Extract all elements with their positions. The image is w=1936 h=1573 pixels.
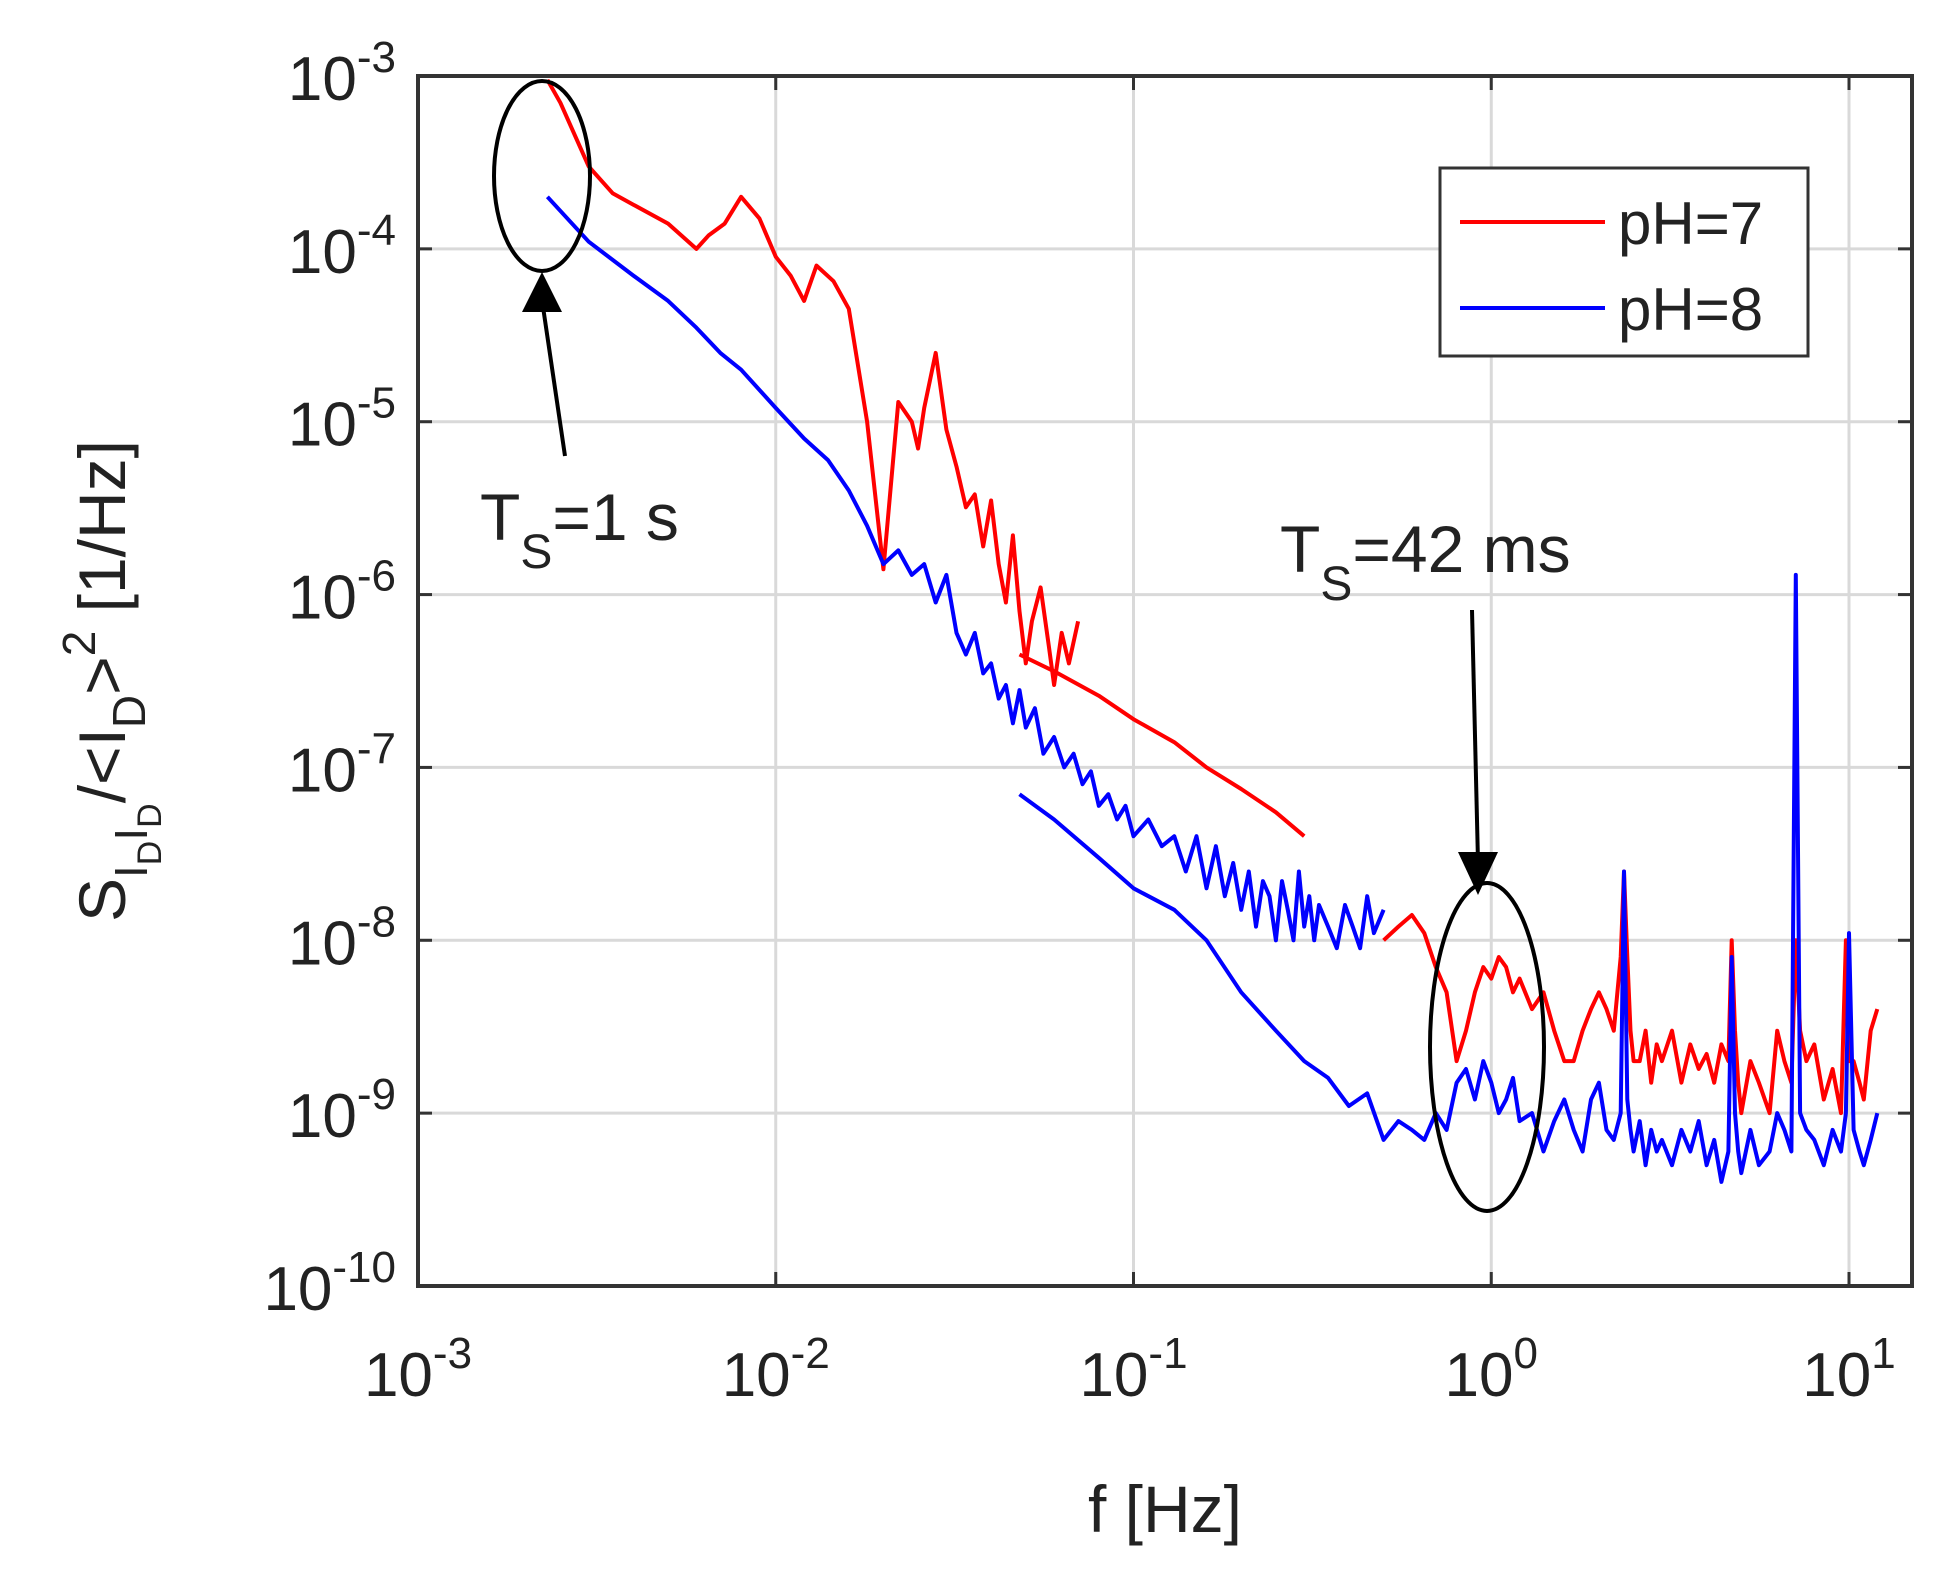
series-line-ph7 [1382, 869, 1880, 1116]
legend-box [1438, 166, 1810, 358]
annotation-sub: S [520, 526, 552, 579]
y-tick-label: 10-6 [288, 552, 396, 633]
annotation-label: TS=42 ms [1280, 512, 1571, 611]
y-axis-label: SIDID/<ID>2 [1/Hz] [53, 440, 169, 922]
y-label-sub-d2: D [131, 803, 169, 828]
annotation-label: TS=1 s [480, 480, 679, 579]
annotation-arrow [1470, 609, 1480, 863]
annotation-arrow [540, 299, 567, 457]
y-tick-label: 10-9 [288, 1070, 396, 1151]
y-tick-exp: -4 [357, 206, 396, 255]
data-series [545, 78, 1880, 1184]
y-label-sub-d: D [131, 841, 169, 866]
y-label-unit: [1/Hz] [65, 440, 139, 631]
x-tick-base: 10 [1079, 1341, 1148, 1410]
y-label-mean: /<I [65, 728, 139, 803]
y-tick-label: 10-10 [263, 1243, 396, 1324]
y-tick-base: 10 [288, 218, 357, 287]
y-tick-exp: -8 [357, 897, 396, 946]
y-tick-exp: -10 [332, 1243, 396, 1292]
y-label-sub-i: I [105, 865, 157, 878]
series-line-ph8 [1018, 572, 1880, 1184]
x-tick-label: 10-1 [1079, 1329, 1187, 1410]
y-tick-base: 10 [288, 391, 357, 460]
y-tick-label: 10-8 [288, 897, 396, 978]
legend: pH=7 pH=8 [1438, 166, 1810, 358]
x-tick-label: 101 [1802, 1329, 1895, 1410]
y-tick-exp: -5 [357, 379, 396, 428]
annotation-sub: S [1320, 558, 1352, 611]
x-tick-label: 100 [1445, 1329, 1538, 1410]
y-label-s: S [65, 878, 139, 922]
arrow-head [522, 272, 562, 312]
y-label-sup: 2 [53, 631, 105, 657]
y-tick-label: 10-7 [288, 724, 396, 805]
y-tick-exp: -3 [357, 33, 396, 82]
x-tick-base: 10 [1445, 1341, 1514, 1410]
axes-box [416, 74, 1914, 1288]
x-tick-exp: -1 [1148, 1329, 1187, 1378]
x-axis-label: f [Hz] [1088, 1472, 1242, 1546]
x-tick-exp: 1 [1871, 1329, 1895, 1378]
legend-label: pH=8 [1618, 276, 1763, 343]
x-tick-base: 10 [1802, 1341, 1871, 1410]
annotation-t: T [1280, 512, 1320, 586]
x-tick-base: 10 [722, 1341, 791, 1410]
x-tick-exp: -3 [433, 1329, 472, 1378]
y-tick-base: 10 [288, 909, 357, 978]
arrow-head [1458, 852, 1498, 895]
y-tick-base: 10 [288, 564, 357, 633]
y-tick-base: 10 [263, 1255, 332, 1324]
series-line-ph8 [545, 195, 1386, 951]
highlight-ellipse [492, 79, 592, 273]
ticks: 10-3 10-2 10-1 100 10110-310-410-510-610-710… [263, 33, 1912, 1410]
y-tick-label: 10-4 [288, 206, 396, 287]
annotation-t: T [480, 480, 520, 554]
y-tick-base: 10 [288, 45, 357, 114]
annotation-rest: =1 s [552, 480, 679, 554]
y-tick-label: 10-3 [288, 33, 396, 114]
annotations: TS=1 s TS=42 ms [480, 79, 1571, 1213]
y-tick-base: 10 [288, 736, 357, 805]
x-tick-label: 10-3 [364, 1329, 472, 1410]
x-tick-base: 10 [364, 1341, 433, 1410]
highlight-ellipse [1428, 881, 1546, 1213]
x-tick-exp: 0 [1513, 1329, 1537, 1378]
legend-label: pH=7 [1618, 190, 1763, 257]
y-tick-exp: -9 [357, 1070, 396, 1119]
y-axis-label-text: SIDID/<ID>2 [1/Hz] [53, 440, 169, 922]
y-label-sub-i2: I [105, 828, 157, 841]
y-tick-label: 10-5 [288, 379, 396, 460]
annotation-rest: =42 ms [1352, 512, 1570, 586]
axis-labels: f [Hz]SIDID/<ID>2 [1/Hz] [53, 440, 1242, 1546]
x-tick-exp: -2 [791, 1329, 830, 1378]
series-line-ph7 [1018, 652, 1306, 838]
y-tick-exp: -7 [357, 724, 396, 773]
y-tick-exp: -6 [357, 552, 396, 601]
y-tick-base: 10 [288, 1082, 357, 1151]
y-label-mean-sub: D [103, 695, 155, 728]
y-label-close: > [65, 656, 139, 695]
x-tick-label: 10-2 [722, 1329, 830, 1410]
